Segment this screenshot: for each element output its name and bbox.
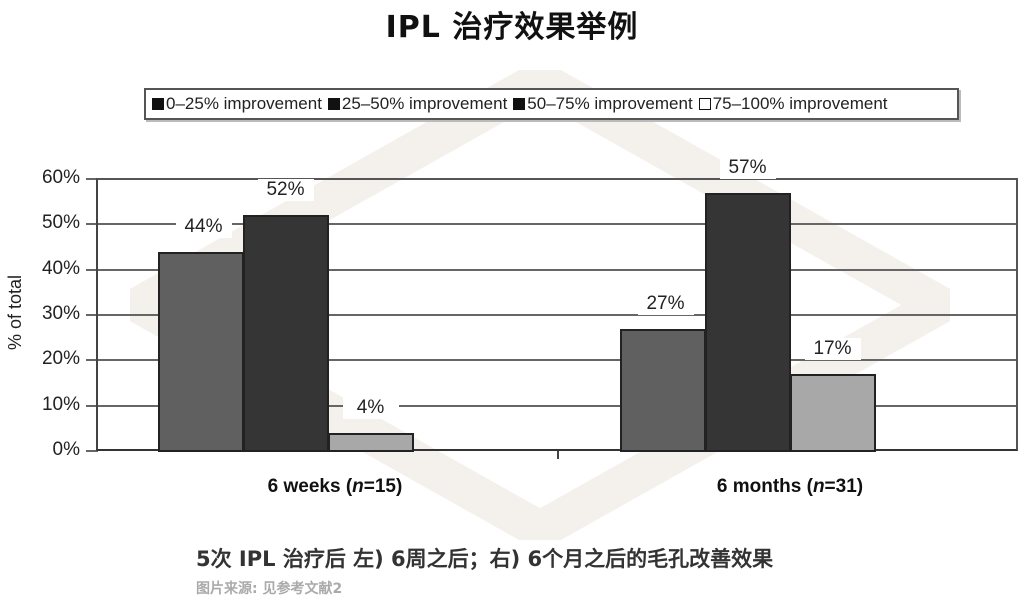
y-tick-label: 60% [41, 167, 80, 188]
legend-swatch-icon [698, 98, 711, 110]
y-tick-label: 30% [41, 303, 80, 324]
gridline [86, 223, 1018, 226]
legend-item: 50–75% improvement [513, 94, 693, 114]
y-tick-label: 10% [41, 393, 80, 415]
gridline [86, 404, 1018, 407]
gridline [86, 268, 1018, 271]
legend-label: 50–75% improvement [527, 94, 693, 113]
bar [705, 192, 791, 452]
legend-swatch-icon [513, 98, 526, 110]
x-axis-tick [557, 451, 559, 459]
y-tick-mark [86, 178, 98, 180]
legend-label: 25–50% improvement [341, 94, 508, 113]
legend-item: 75–100% improvement [698, 94, 888, 114]
figure-caption: 5次 IPL 治疗后 左) 6周之后；右) 6个月之后的毛孔改善效果 [196, 547, 774, 571]
chart-legend: 0–25% improvement 25–50% improvement 50–75… [144, 88, 959, 120]
bar-value-label: 52% [257, 179, 314, 202]
bar [328, 432, 414, 452]
x-label-group-2: 6 months (n=31) [716, 476, 864, 497]
bar-value-label: 4% [342, 396, 399, 419]
legend-item: 0–25% improvement [152, 94, 322, 114]
gridline [86, 359, 1018, 362]
bar [243, 215, 329, 452]
y-tick-label: 50% [41, 212, 80, 234]
legend-label: 75–100% improvement [712, 94, 888, 113]
legend-swatch-icon [152, 98, 164, 110]
y-tick-label: 20% [41, 348, 80, 370]
legend-item: 25–50% improvement [327, 94, 508, 114]
bar-value-label: 57% [719, 156, 776, 179]
legend-swatch-icon [327, 98, 340, 110]
bar [620, 328, 706, 452]
gridline [86, 314, 1018, 316]
x-label-group-1: 6 weeks (n=15) [267, 476, 403, 497]
plot-area [96, 178, 1018, 451]
bar-value-label: 17% [804, 337, 861, 360]
y-tick-mark [86, 450, 98, 452]
y-tick-label: 0% [52, 439, 80, 460]
chart-title: IPL 治疗效果举例 [385, 10, 639, 45]
bar [790, 373, 876, 452]
y-tick-label: 40% [41, 257, 80, 279]
bar-value-label: 27% [637, 292, 694, 315]
bar [158, 251, 244, 452]
bar-value-label: 44% [175, 215, 232, 238]
legend-label: 0–25% improvement [166, 94, 322, 113]
figure-source: 图片来源: 见参考文献2 [196, 581, 343, 597]
